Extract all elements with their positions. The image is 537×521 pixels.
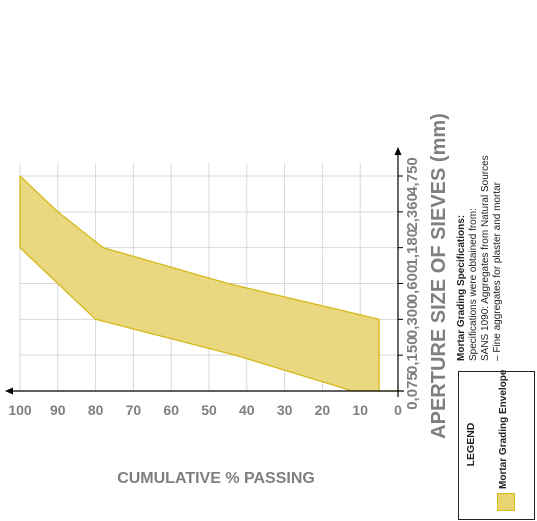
y-tick-label: 60 [163, 402, 179, 418]
y-tick-label: 90 [50, 402, 66, 418]
y-tick-label: 30 [277, 402, 293, 418]
specifications-note: Mortar Grading Specifications: Specifica… [456, 1, 504, 361]
x-tick-label: 0,150 [404, 336, 421, 374]
legend-swatch [497, 493, 515, 511]
axes [5, 147, 404, 397]
x-tick-label: 1,180 [404, 229, 421, 267]
y-tick-labels: 0 10 20 30 40 50 60 70 80 90 100 [8, 402, 402, 418]
y-tick-label: 10 [352, 402, 368, 418]
x-tick-label: 0,075 [404, 372, 421, 410]
specifications-line: SANS 1090: Aggregates from Natural Sourc… [480, 155, 491, 361]
legend-label: Mortar Grading Envelope [498, 369, 509, 489]
legend: LEGEND Mortar Grading Envelope [458, 369, 535, 520]
envelope-area [19, 175, 399, 392]
y-tick-label: 70 [126, 402, 142, 418]
y-axis-arrow [5, 387, 13, 395]
x-tick-label: 0,600 [404, 265, 421, 303]
legend-title: LEGEND [465, 422, 477, 467]
y-tick-label: 40 [239, 402, 255, 418]
x-tick-label: 2,360 [404, 193, 421, 231]
y-tick-label: 80 [88, 402, 104, 418]
x-axis-arrow [394, 147, 402, 155]
y-tick-label: 20 [315, 402, 331, 418]
specifications-line: Specifications were obtained from: [468, 208, 479, 361]
x-tick-label: 4,750 [404, 157, 421, 195]
specifications-line: – Fine aggregates for plaster and mortar [492, 182, 503, 361]
specifications-title: Mortar Grading Specifications: [456, 214, 467, 361]
x-tick-label: 0,300 [404, 301, 421, 339]
y-tick-label: 50 [201, 402, 217, 418]
y-tick-label: 100 [8, 402, 32, 418]
y-tick-label: 0 [394, 402, 402, 418]
y-axis-label: CUMULATIVE % PASSING [117, 470, 315, 487]
x-axis-label: APERTURE SIZE OF SIEVES (mm) [428, 113, 450, 439]
